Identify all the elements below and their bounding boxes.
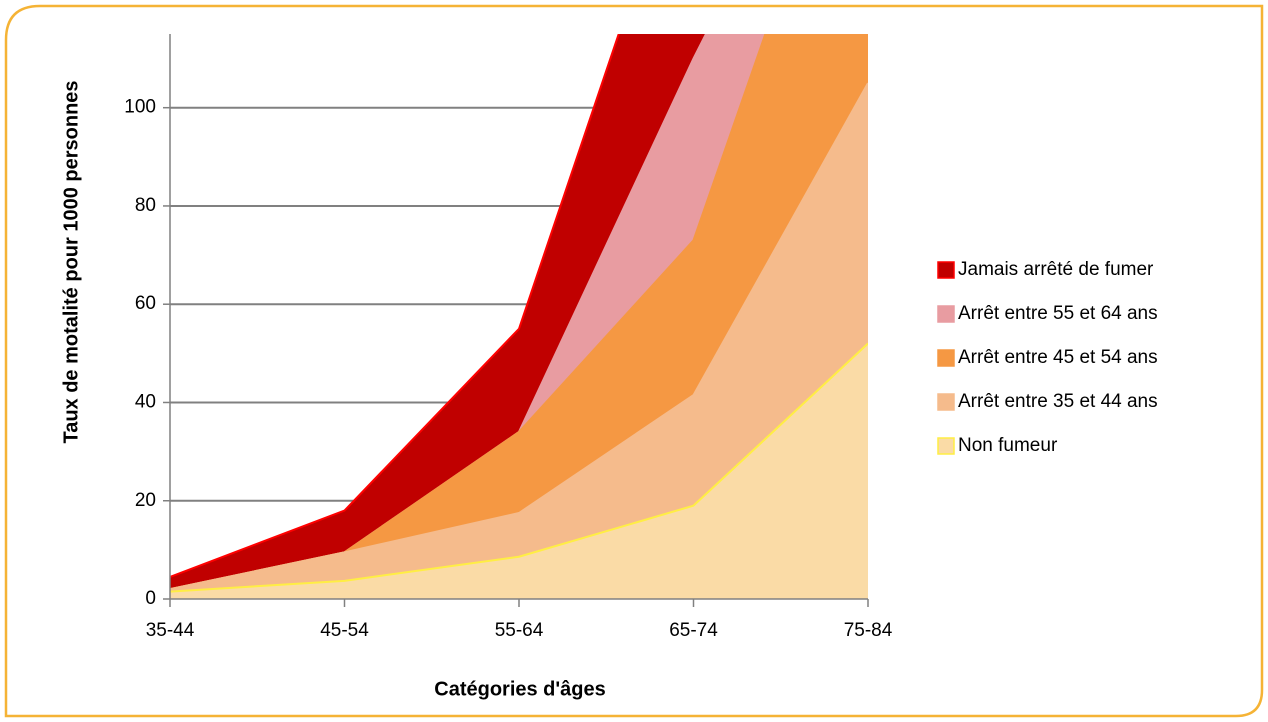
y-tick-label: 0 — [145, 588, 156, 609]
axes: 0 20 40 60 80 100 35-44 45-54 55-64 65-74 75-84 — [124, 34, 893, 641]
legend-label: Jamais arrêté de fumer — [958, 259, 1154, 280]
y-tick-label: 20 — [135, 490, 156, 511]
area-line — [170, 342, 868, 593]
area — [170, 83, 868, 599]
legend-label: Non fumeur — [958, 435, 1058, 456]
legend-label: Arrêt entre 45 et 54 ans — [958, 347, 1158, 368]
legend-label: Arrêt entre 35 et 44 ans — [958, 391, 1158, 412]
y-tick-label: 80 — [135, 195, 156, 216]
area — [170, 343, 868, 599]
x-tick-label: 65-74 — [669, 620, 718, 641]
y-axis-title: Taux de motalité pour 1000 personnes — [60, 80, 82, 443]
legend-swatch — [937, 305, 955, 323]
frame — [4, 4, 1264, 718]
legend-swatch — [937, 393, 955, 411]
x-tick-label: 75-84 — [844, 620, 893, 641]
x-tick-label: 55-64 — [495, 620, 544, 641]
x-axis-title: Catégories d'âges — [434, 678, 605, 700]
legend-label: Arrêt entre 55 et 64 ans — [958, 303, 1158, 324]
legend-swatch — [937, 349, 955, 367]
y-tick-label: 100 — [124, 97, 156, 118]
legend-swatch — [937, 437, 955, 455]
x-tick-label: 35-44 — [146, 620, 195, 641]
area-line — [170, 82, 868, 591]
x-tick-label: 45-54 — [320, 620, 369, 641]
legend-swatch — [937, 261, 955, 279]
y-tick-label: 60 — [135, 293, 156, 314]
plot — [170, 34, 868, 599]
area-line — [170, 34, 620, 578]
y-tick-label: 40 — [135, 391, 156, 412]
